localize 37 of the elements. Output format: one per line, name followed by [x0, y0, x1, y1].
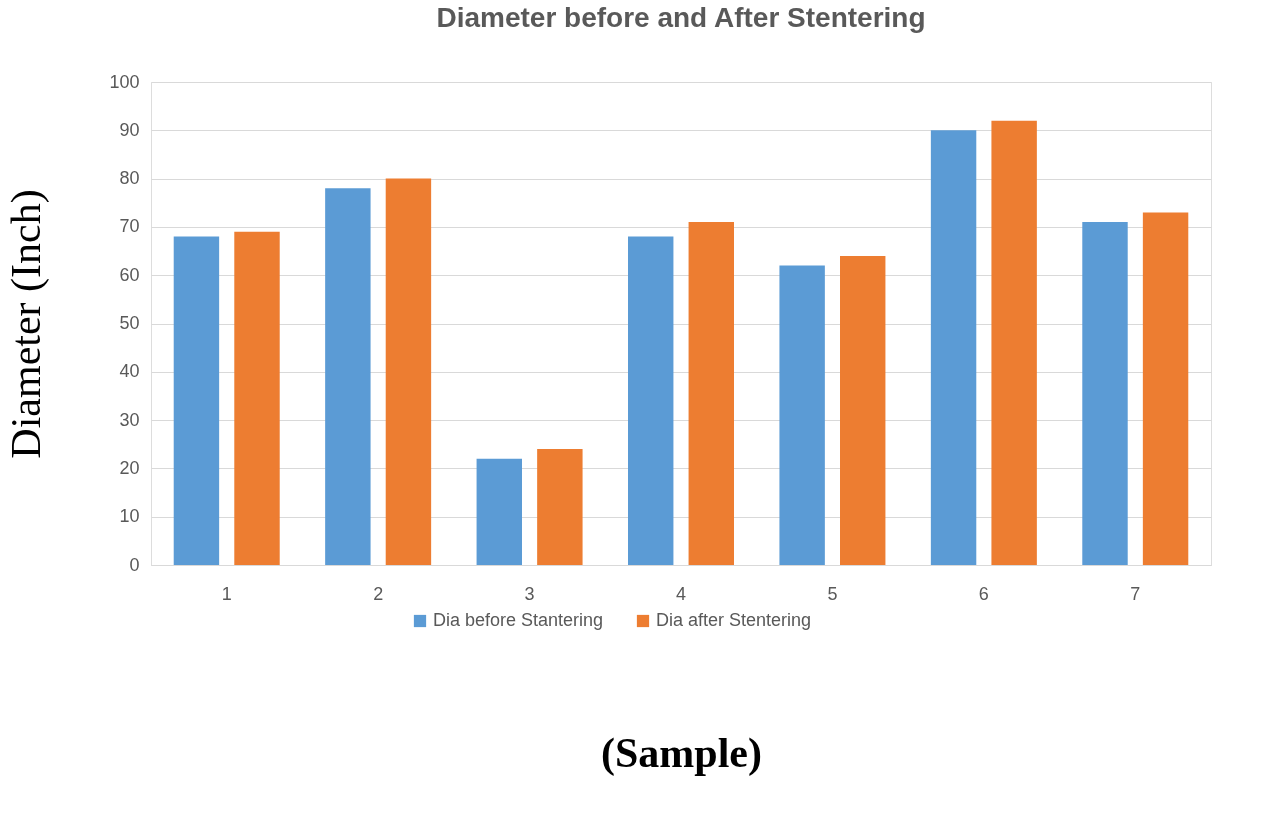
y-tick-label: 10	[119, 506, 140, 527]
chart-title: Diameter before and After Stentering	[436, 2, 926, 33]
bar	[537, 449, 583, 565]
bar	[234, 231, 280, 565]
bar	[173, 236, 220, 565]
bar	[1082, 222, 1128, 565]
x-tick-label: 4	[675, 583, 687, 604]
legend-label: Dia before Stantering	[433, 610, 604, 630]
bar	[476, 458, 522, 565]
y-tick-label: 20	[119, 457, 140, 478]
y-tick-label: 50	[119, 313, 140, 333]
bar	[628, 236, 674, 565]
x-tick-label: 1	[221, 583, 232, 604]
bar	[1142, 212, 1189, 565]
x-tick-label: 2	[373, 583, 384, 604]
x-axis-title: (Sample)	[601, 729, 762, 777]
y-axis-title: Diameter (Inch)	[3, 189, 51, 459]
bar	[930, 130, 977, 565]
x-tick-label: 5	[827, 583, 838, 604]
legend-label: Dia after Stentering	[656, 610, 812, 630]
y-tick-label: 0	[129, 554, 140, 575]
y-tick-label: 70	[119, 216, 140, 237]
y-tick-label: 100	[109, 71, 140, 92]
y-tick-label: 80	[119, 168, 140, 189]
bar	[385, 178, 432, 565]
bar	[779, 265, 825, 565]
x-tick-label: 6	[978, 583, 989, 604]
x-tick-label: 3	[524, 583, 535, 604]
bar	[991, 120, 1037, 565]
y-tick-label: 30	[119, 409, 140, 430]
y-tick-label: 60	[119, 264, 140, 285]
bar	[325, 188, 371, 565]
y-tick-label: 40	[119, 361, 140, 382]
y-tick-label: 90	[119, 119, 140, 140]
x-tick-label: 7	[1130, 583, 1141, 604]
bar	[840, 255, 886, 565]
bar	[688, 222, 734, 565]
